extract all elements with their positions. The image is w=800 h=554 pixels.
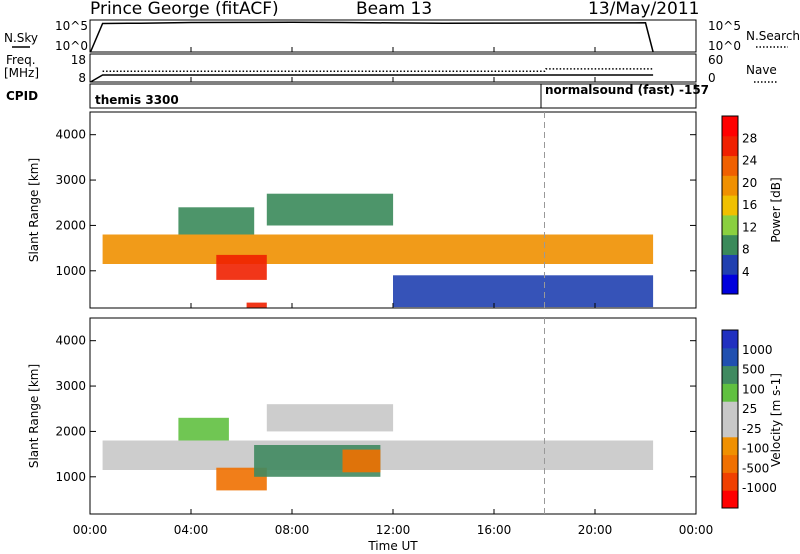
colorbar-swatch xyxy=(722,175,738,196)
heatmap-region-1 xyxy=(216,254,267,280)
y-tick-label: 4000 xyxy=(55,334,86,348)
colorbar-tick-label: 20 xyxy=(742,176,757,190)
velocity-y-ticks: 1000 2000 3000 4000 xyxy=(55,334,696,484)
colorbar-swatch xyxy=(722,234,738,255)
time-tick-label: 04:00 xyxy=(174,523,209,537)
noise-right-label: N.Search xyxy=(746,29,800,43)
heatmap-region-3 xyxy=(342,449,381,473)
time-axis-label: Time UT xyxy=(367,539,418,553)
nsky-series-line xyxy=(89,21,654,53)
colorbar-frame xyxy=(721,329,739,509)
colorbar-swatch xyxy=(722,365,738,384)
colorbar-tick-label: 1000 xyxy=(742,343,773,357)
time-tick-label: 08:00 xyxy=(275,523,310,537)
y-tick-label: 1000 xyxy=(55,470,86,484)
y-tick-label: 2000 xyxy=(55,424,86,438)
freq-left-tick-top: 18 xyxy=(71,53,86,67)
colorbar-swatch xyxy=(722,472,738,491)
colorbar-swatch xyxy=(722,383,738,402)
power-y-ticks: 1000 2000 3000 4000 xyxy=(55,128,696,278)
colorbar-swatch xyxy=(722,254,738,275)
colorbar-tick-label: 28 xyxy=(742,131,757,145)
heatmap-region-3 xyxy=(266,193,394,226)
colorbar-tick-label: 25 xyxy=(742,402,757,416)
colorbar-swatch xyxy=(722,274,738,295)
colorbar-swatch xyxy=(722,330,738,349)
time-axis-ticks: 00:00 04:00 08:00 12:00 16:00 20:00 00:00 xyxy=(73,47,714,537)
colorbar-tick-label: -25 xyxy=(742,422,762,436)
freq-right-tick-bottom: 0 xyxy=(708,71,716,85)
time-tick-label: 00:00 xyxy=(73,523,108,537)
colorbar-tick-label: 16 xyxy=(742,198,757,212)
time-tick-label: 20:00 xyxy=(578,523,613,537)
time-tick-label: 00:00 xyxy=(679,523,714,537)
colorbar-swatch xyxy=(722,401,738,420)
colorbar-tick-label: 500 xyxy=(742,363,765,377)
velocity-heatmap-cells xyxy=(102,404,654,491)
velocity-ylabel: Slant Range [km] xyxy=(27,364,41,468)
cpid-mode-2: normalsound (fast) -157 xyxy=(545,83,709,97)
velocity-colorbar: -1000 -500 -100 -25 25 100 500 1000 xyxy=(721,329,777,509)
colorbar-tick-label: 100 xyxy=(742,382,765,396)
y-tick-label: 3000 xyxy=(55,173,86,187)
colorbar-frame xyxy=(721,115,739,295)
freq-left-tick-bottom: 8 xyxy=(78,71,86,85)
power-ylabel: Slant Range [km] xyxy=(27,158,41,262)
colorbar-tick-label: 24 xyxy=(742,154,757,168)
noise-left-tick-top: 10^5 xyxy=(55,19,88,33)
station-title: Prince George (fitACF) xyxy=(90,0,279,19)
colorbar-tick-label: -100 xyxy=(742,442,769,456)
colorbar-swatch xyxy=(722,195,738,216)
heatmap-region-4 xyxy=(178,207,255,235)
cpid-panel-frame xyxy=(89,83,697,109)
power-colorbar: 4 8 12 16 20 24 28 xyxy=(721,115,757,295)
velocity-colorbar-label: Velocity [m s-1] xyxy=(769,373,783,467)
colorbar-swatch xyxy=(722,490,738,509)
colorbar-tick-label: 8 xyxy=(742,243,750,257)
noise-right-tick-top: 10^5 xyxy=(708,19,741,33)
colorbar-swatch xyxy=(722,116,738,137)
y-tick-label: 1000 xyxy=(55,264,86,278)
heatmap-region-4 xyxy=(266,404,394,432)
noise-left-tick-bottom: 10^0 xyxy=(55,39,88,53)
heatmap-region-5 xyxy=(178,417,229,441)
cpid-mode-1: themis 3300 xyxy=(95,93,179,107)
heatmap-region-5 xyxy=(393,275,654,308)
colorbar-swatch xyxy=(722,454,738,473)
colorbar-swatch xyxy=(722,135,738,157)
y-tick-label: 3000 xyxy=(55,379,86,393)
noise-right-tick-bottom: 10^0 xyxy=(708,39,741,53)
y-tick-label: 4000 xyxy=(55,128,86,142)
noise-left-label: N.Sky xyxy=(4,31,38,45)
nave-series-line xyxy=(102,68,654,73)
freq-left-label-2: [MHz] xyxy=(4,66,39,80)
colorbar-swatch xyxy=(722,214,738,236)
y-tick-label: 2000 xyxy=(55,218,86,232)
colorbar-tick-label: -500 xyxy=(742,461,769,475)
freq-left-label-1: Freq. xyxy=(6,53,36,67)
power-heatmap-cells xyxy=(102,193,654,308)
colorbar-tick-label: 4 xyxy=(742,265,750,279)
date-title: 13/May/2011 xyxy=(588,0,700,19)
time-tick-label: 12:00 xyxy=(376,523,411,537)
colorbar-swatch xyxy=(722,419,738,438)
cpid-label: CPID xyxy=(6,89,38,103)
power-colorbar-label: Power [dB] xyxy=(769,177,783,242)
freq-right-tick-top: 60 xyxy=(708,53,723,67)
heatmap-region-2 xyxy=(246,302,267,308)
freq-series-line xyxy=(90,74,654,83)
beam-title: Beam 13 xyxy=(356,0,432,19)
colorbar-swatch xyxy=(722,155,738,176)
nave-label: Nave xyxy=(746,63,777,77)
colorbar-swatch xyxy=(722,436,738,456)
heatmap-region-0 xyxy=(102,234,654,264)
colorbar-tick-label: 12 xyxy=(742,220,757,234)
colorbar-swatch xyxy=(722,347,738,367)
time-tick-label: 16:00 xyxy=(477,523,512,537)
colorbar-tick-label: -1000 xyxy=(742,481,777,495)
